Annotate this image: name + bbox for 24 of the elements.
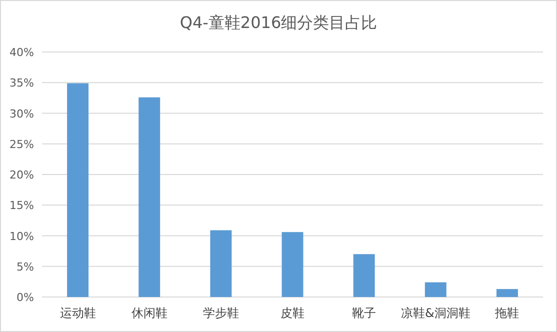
y-tick-label: 5% bbox=[16, 260, 34, 274]
bar bbox=[67, 83, 89, 297]
bar bbox=[353, 254, 375, 297]
bar bbox=[138, 97, 160, 297]
bar bbox=[496, 289, 518, 297]
y-tick-label: 40% bbox=[10, 46, 34, 59]
x-tick-label: 皮鞋 bbox=[280, 306, 304, 320]
y-tick-label: 25% bbox=[10, 138, 34, 151]
chart-title: Q4-童鞋2016细分类目占比 bbox=[180, 13, 378, 32]
x-tick-label: 拖鞋 bbox=[494, 306, 520, 320]
x-tick-label: 运动鞋 bbox=[60, 306, 96, 320]
x-tick-label: 靴子 bbox=[352, 306, 376, 320]
bar bbox=[424, 282, 446, 297]
x-tick-label: 学步鞋 bbox=[202, 306, 239, 320]
x-tick-label: 凉鞋&洞洞鞋 bbox=[400, 306, 470, 320]
bar bbox=[282, 232, 304, 297]
bar bbox=[210, 230, 232, 297]
y-tick-label: 30% bbox=[10, 107, 34, 120]
y-tick-label: 10% bbox=[10, 230, 34, 243]
y-tick-label: 15% bbox=[10, 199, 34, 212]
y-tick-label: 20% bbox=[10, 168, 34, 182]
x-tick-label: 休闲鞋 bbox=[131, 306, 168, 320]
y-tick-label: 35% bbox=[10, 76, 34, 90]
y-tick-label: 0% bbox=[16, 291, 34, 304]
